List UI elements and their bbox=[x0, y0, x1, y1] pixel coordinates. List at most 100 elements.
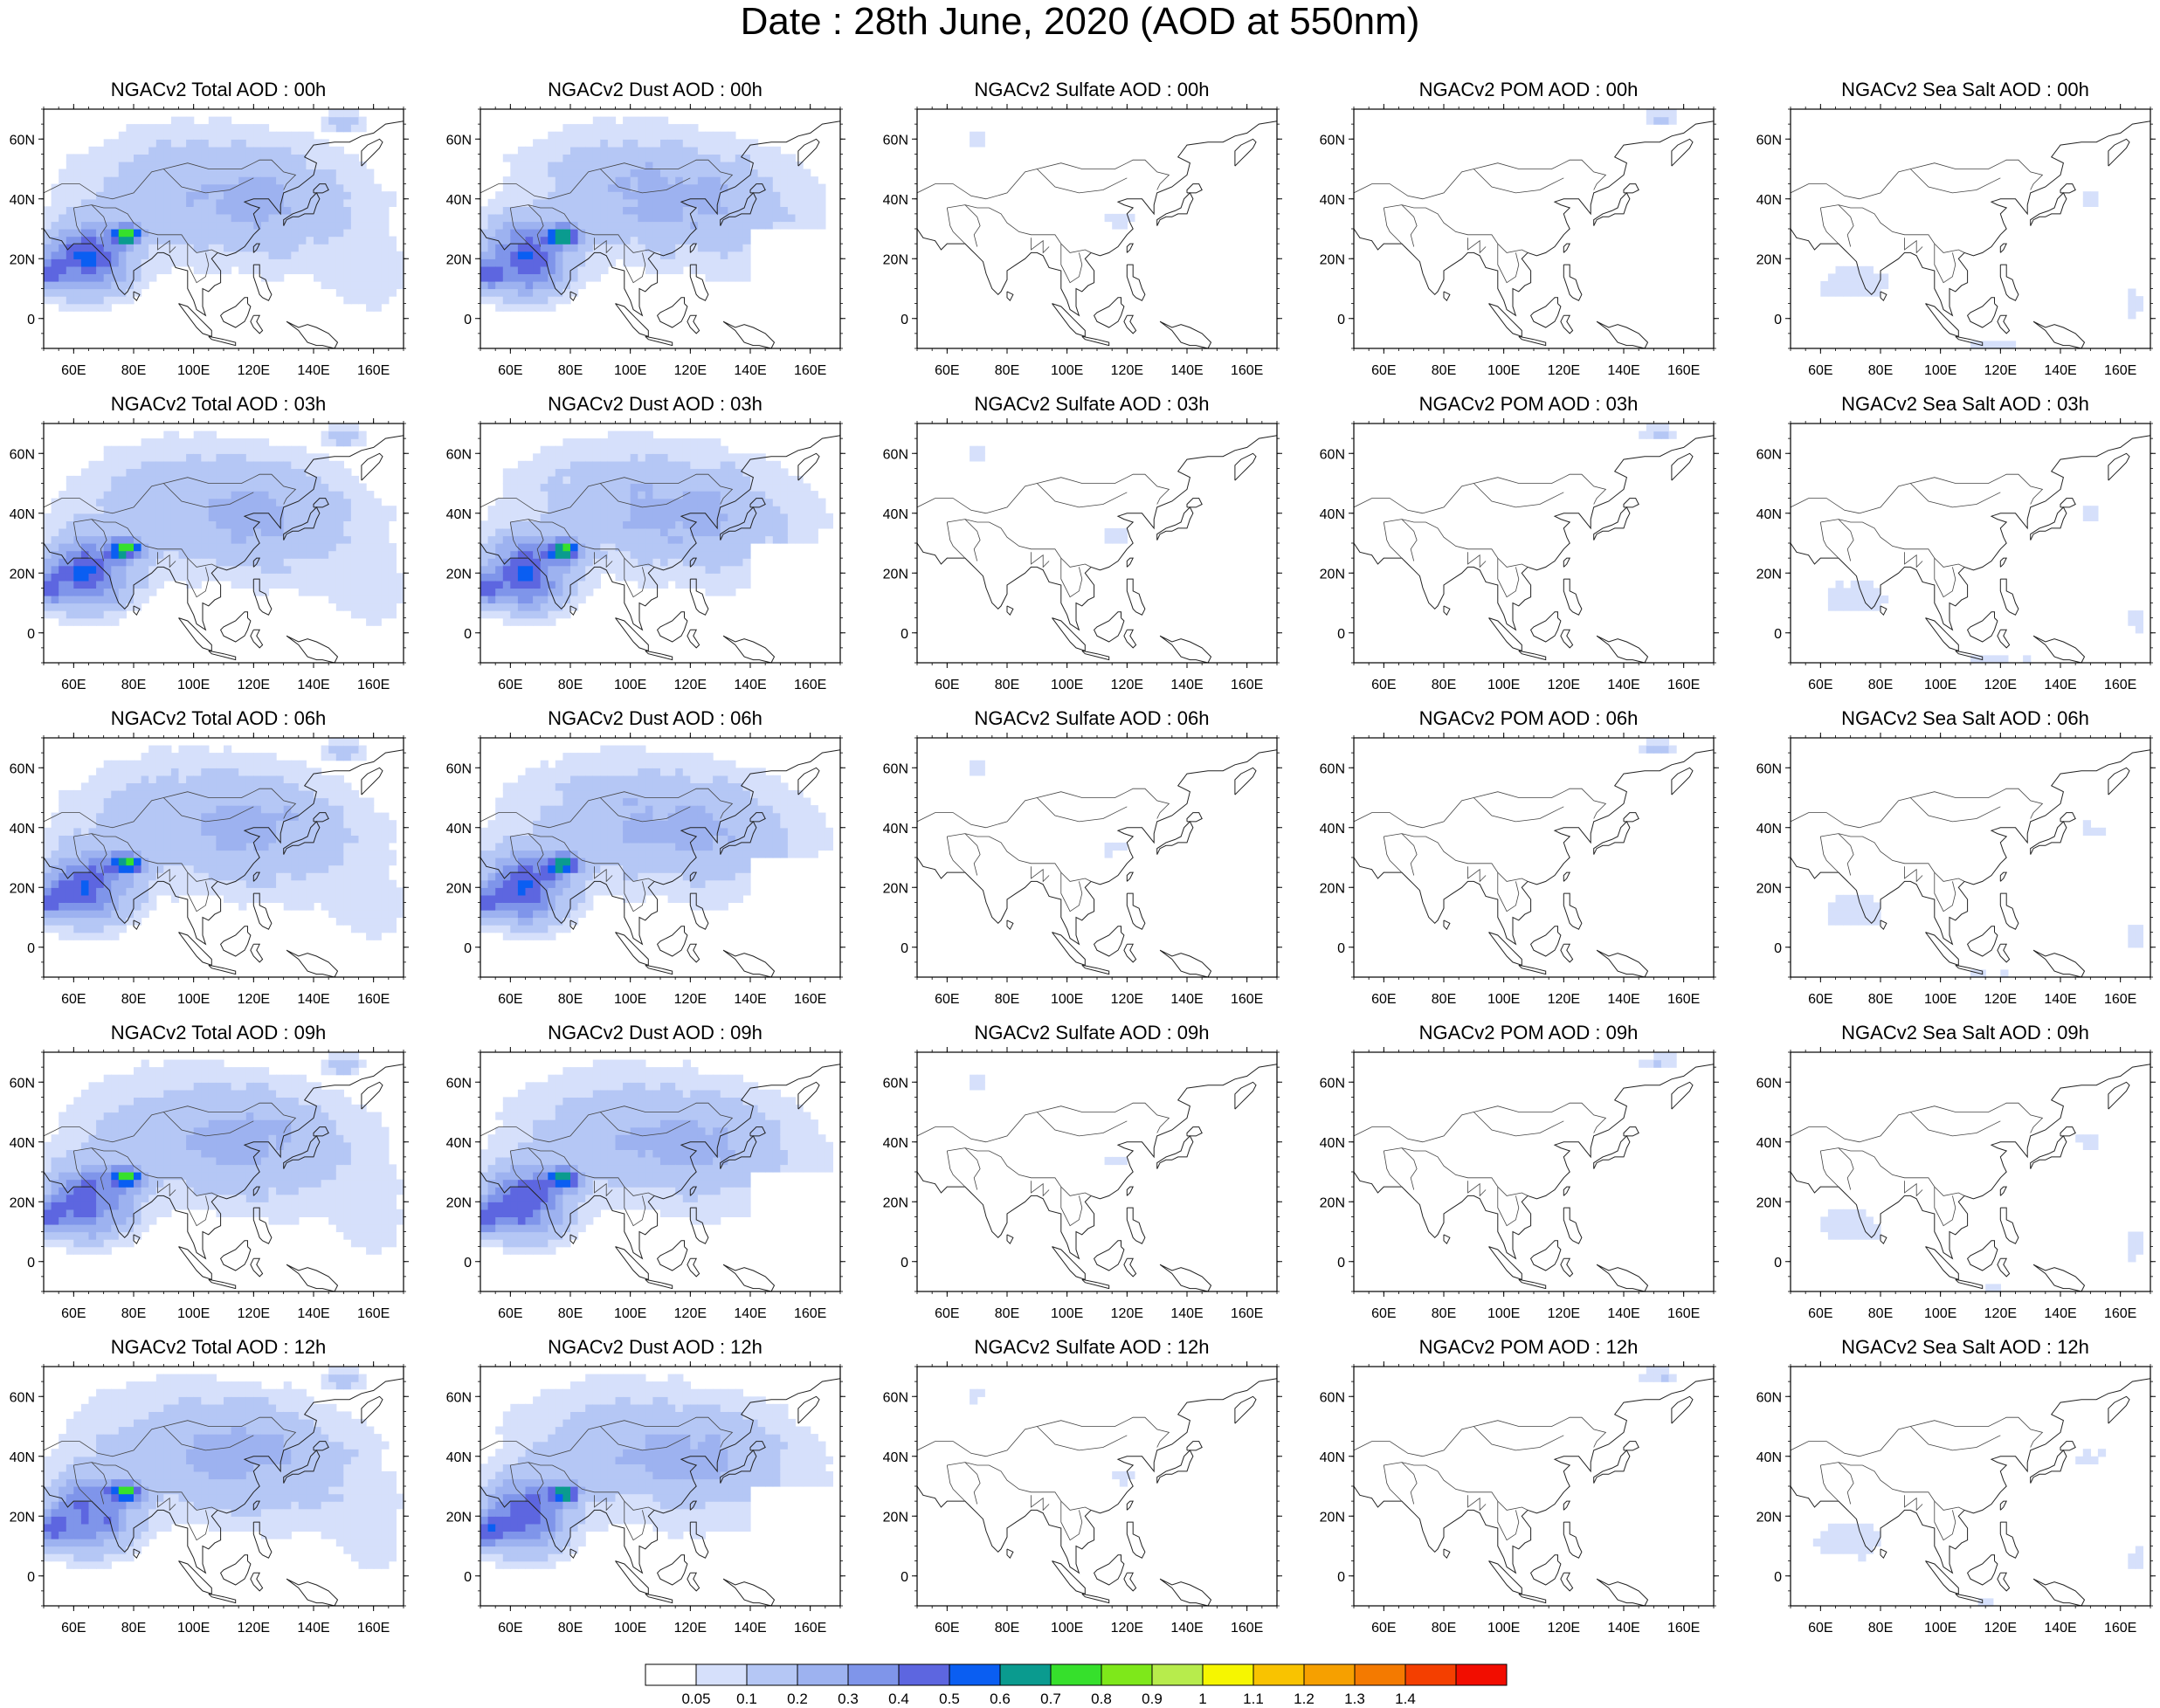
aod-cell bbox=[126, 251, 135, 259]
country-border bbox=[1031, 238, 1050, 254]
aod-cell bbox=[358, 273, 367, 282]
aod-cell bbox=[103, 527, 112, 537]
aod-cell bbox=[88, 543, 97, 552]
aod-cell bbox=[268, 543, 277, 552]
aod-cell bbox=[570, 491, 579, 499]
aod-cell bbox=[480, 610, 489, 619]
aod-cell bbox=[772, 161, 781, 170]
aod-cell bbox=[533, 483, 542, 492]
aod-cell bbox=[163, 154, 172, 162]
aod-cell bbox=[720, 520, 728, 529]
aod-cell bbox=[585, 565, 594, 574]
aod-cell bbox=[780, 198, 789, 207]
aod-cell bbox=[570, 438, 579, 447]
aod-cell bbox=[1646, 116, 1654, 125]
aod-cell bbox=[388, 251, 397, 259]
aod-cell bbox=[638, 498, 646, 506]
aod-cell bbox=[705, 258, 714, 267]
aod-cell bbox=[787, 498, 797, 506]
aod-cell bbox=[276, 468, 285, 477]
aod-cell bbox=[224, 475, 232, 485]
aod-cell bbox=[291, 265, 300, 274]
aod-cell bbox=[216, 116, 224, 125]
aod-cell bbox=[306, 131, 314, 140]
aod-cell bbox=[178, 550, 187, 559]
aod-cell bbox=[713, 198, 721, 207]
country-border bbox=[73, 204, 218, 253]
aod-cell bbox=[675, 206, 684, 215]
aod-cell bbox=[510, 483, 519, 492]
aod-cell bbox=[238, 169, 247, 177]
aod-cell bbox=[201, 498, 210, 506]
aod-cell bbox=[231, 558, 239, 567]
aod-cell bbox=[335, 273, 344, 282]
aod-cell bbox=[585, 206, 594, 215]
aod-cell bbox=[163, 124, 172, 133]
aod-cell bbox=[59, 258, 67, 267]
aod-cell bbox=[335, 288, 344, 297]
aod-cell bbox=[59, 603, 67, 611]
aod-cell bbox=[645, 506, 653, 514]
aod-cell bbox=[720, 191, 728, 200]
aod-cell bbox=[134, 603, 142, 611]
aod-cell bbox=[705, 475, 714, 485]
aod-cell bbox=[111, 280, 120, 290]
aod-cell bbox=[652, 565, 661, 574]
aod-cell bbox=[201, 491, 210, 499]
aod-cell bbox=[705, 506, 714, 514]
aod-cell bbox=[343, 580, 352, 589]
aod-cell bbox=[328, 430, 337, 439]
country-border bbox=[947, 204, 1092, 253]
aod-cell bbox=[328, 183, 337, 192]
aod-cell bbox=[487, 206, 496, 215]
aod-cell bbox=[728, 213, 736, 223]
aod-cell bbox=[201, 520, 210, 529]
aod-cell bbox=[630, 169, 638, 177]
aod-cell bbox=[178, 460, 187, 469]
aod-cell bbox=[757, 460, 766, 469]
aod-cell bbox=[555, 258, 563, 267]
aod-cell bbox=[1104, 527, 1113, 537]
aod-cell bbox=[224, 265, 232, 274]
aod-cell bbox=[795, 506, 804, 514]
aod-cell bbox=[682, 244, 691, 252]
aod-cell bbox=[577, 213, 586, 223]
aod-cell bbox=[525, 513, 534, 521]
aod-cell bbox=[555, 191, 563, 200]
aod-cell bbox=[600, 146, 609, 155]
aod-cell bbox=[660, 236, 669, 244]
aod-cell bbox=[245, 146, 254, 155]
aod-cell bbox=[373, 610, 382, 619]
aod-cell bbox=[148, 131, 157, 140]
aod-cell bbox=[155, 236, 164, 244]
aod-cell bbox=[577, 244, 586, 252]
aod-cell bbox=[780, 527, 789, 537]
aod-cell bbox=[224, 221, 232, 230]
aod-cell bbox=[343, 280, 352, 290]
aod-cell bbox=[533, 617, 542, 626]
aod-cell bbox=[118, 535, 127, 544]
aod-cell bbox=[276, 176, 285, 185]
aod-cell bbox=[193, 468, 202, 477]
aod-cell bbox=[321, 430, 329, 439]
aod-cell bbox=[44, 213, 52, 223]
aod-cell bbox=[570, 161, 579, 170]
aod-cell bbox=[298, 573, 307, 582]
coastline bbox=[1997, 314, 2011, 334]
aod-cell bbox=[103, 595, 112, 604]
aod-cell bbox=[713, 491, 721, 499]
aod-cell bbox=[73, 506, 82, 514]
aod-cell bbox=[73, 603, 82, 611]
aod-cell bbox=[358, 498, 367, 506]
aod-cell bbox=[697, 236, 707, 244]
aod-cell bbox=[134, 161, 142, 170]
aod-cell bbox=[245, 565, 254, 574]
aod-cell bbox=[1827, 603, 1837, 611]
aod-cell bbox=[73, 273, 82, 282]
aod-cell bbox=[366, 303, 375, 312]
aod-cell bbox=[335, 430, 344, 439]
aod-cell bbox=[638, 146, 646, 155]
aod-cell bbox=[1850, 580, 1859, 589]
aod-cell bbox=[562, 513, 571, 521]
aod-cell bbox=[51, 573, 59, 582]
